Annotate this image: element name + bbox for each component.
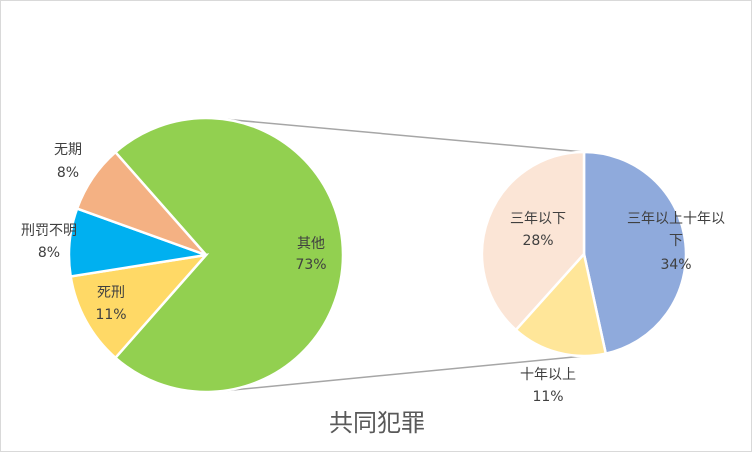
- label-3to10-name-line1: 三年以上十年以: [627, 211, 725, 227]
- chart-title: 共同犯罪: [329, 409, 425, 437]
- label-3to10-pct: 34%: [660, 257, 691, 273]
- secondary-pie: [480, 150, 688, 358]
- label-under3-pct: 28%: [522, 233, 553, 249]
- label-10plus-pct: 11%: [532, 389, 563, 405]
- label-sixing-name: 死刑: [97, 285, 125, 301]
- label-xingfa-name: 刑罚不明: [21, 223, 77, 239]
- label-qita-pct: 73%: [295, 257, 326, 273]
- secondary-slice-1: [514, 251, 608, 358]
- label-3to10-name-line2: 下: [669, 233, 683, 249]
- label-under3-name: 三年以下: [510, 211, 566, 227]
- label-wuqi-pct: 8%: [57, 165, 79, 181]
- label-xingfa-pct: 8%: [38, 245, 60, 261]
- label-wuqi-name: 无期: [54, 142, 82, 158]
- primary-pie: [67, 116, 345, 394]
- connector-line-1: [215, 353, 604, 393]
- label-qita-name: 其他: [297, 236, 325, 252]
- primary-slice-3: [75, 150, 207, 257]
- connector-lines: [215, 117, 604, 393]
- label-10plus-name: 十年以上: [520, 367, 576, 383]
- primary-slice-1: [69, 253, 210, 360]
- primary-slice-0: [113, 116, 345, 394]
- secondary-slice-2: [480, 150, 586, 332]
- connector-line-0: [215, 117, 585, 153]
- secondary-slice-0: [582, 150, 688, 356]
- label-sixing-pct: 11%: [95, 307, 126, 323]
- data-labels: 其他 73% 死刑 11% 刑罚不明 8% 无期 8% 三年以上十年以 下 34…: [21, 142, 725, 405]
